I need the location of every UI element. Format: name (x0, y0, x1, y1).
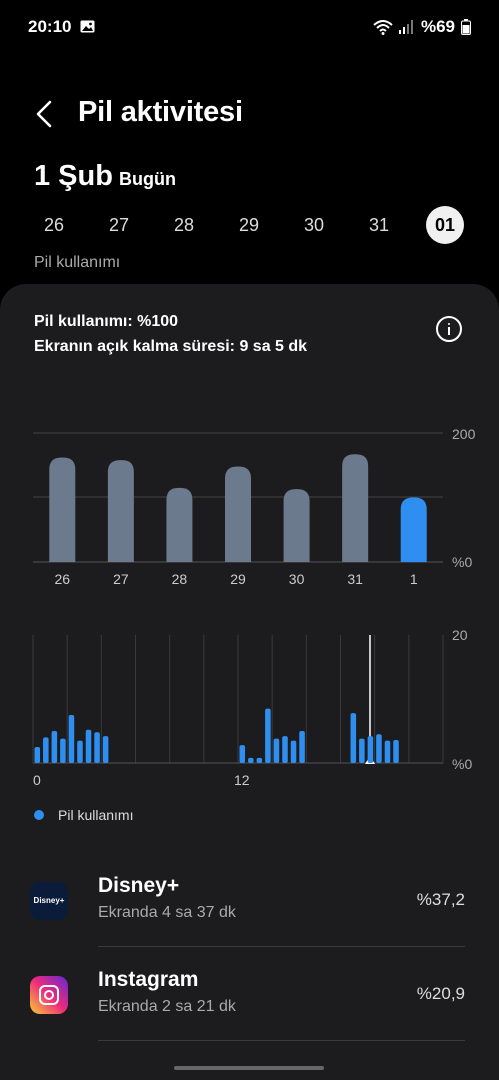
app-screen-time: Ekranda 4 sa 37 dk (98, 904, 236, 921)
status-bar: 20:10 %69 (0, 0, 499, 56)
hourly-x-label-0: 0 (33, 772, 41, 788)
daily-usage-chart: 200 %0 26 27 28 29 30 31 1 (33, 426, 476, 587)
selected-date: 1 Şub Bugün (34, 160, 176, 193)
date-label: 1 Şub (34, 160, 113, 192)
daily-bar-28[interactable] (166, 487, 193, 562)
daily-bar-1[interactable] (400, 497, 427, 563)
battery-icon (461, 19, 471, 35)
usage-summary: Pil kullanımı: %100 (34, 313, 179, 330)
day-30[interactable]: 30 (303, 215, 325, 235)
hourly-x-label-12: 12 (234, 772, 250, 788)
hourly-y-tick-bottom: %0 (452, 756, 472, 772)
daily-bar-29[interactable] (225, 466, 251, 562)
hourly-bar (34, 747, 41, 763)
day-29[interactable]: 29 (238, 215, 260, 235)
hourly-bar (102, 736, 109, 763)
day-28[interactable]: 28 (173, 215, 195, 235)
hourly-bar (290, 740, 297, 763)
hourly-bar (51, 731, 58, 763)
day-26[interactable]: 26 (43, 215, 65, 235)
hourly-bar (77, 740, 83, 763)
daily-bar-31[interactable] (342, 454, 369, 562)
hourly-bar (68, 715, 75, 763)
battery-percent: %69 (420, 17, 455, 36)
day-27[interactable]: 27 (108, 215, 130, 235)
instagram-icon (30, 976, 68, 1014)
hourly-y-tick-top: 20 (452, 627, 468, 643)
info-icon[interactable] (436, 316, 462, 342)
chart-legend: Pil kullanımı (34, 807, 133, 823)
hourly-bar (393, 739, 399, 763)
hourly-bar (282, 736, 288, 763)
hourly-usage-chart: 20 %0 0 12 (32, 627, 472, 788)
app-row-instagram[interactable]: Instagram Ekranda 2 sa 21 dk %20,9 (0, 956, 499, 1044)
day-01-selected[interactable]: 01 (426, 206, 464, 244)
y-tick-bottom: %0 (452, 554, 472, 570)
daily-x-label: 28 (172, 571, 188, 587)
hourly-bar (43, 737, 49, 763)
hourly-bar (299, 731, 305, 763)
daily-bar-30[interactable] (283, 489, 310, 562)
status-right: %69 (373, 17, 471, 37)
hourly-bar (376, 734, 382, 763)
daily-x-label: 26 (54, 571, 70, 587)
daily-x-label: 1 (410, 571, 418, 587)
section-label: Pil kullanımı (34, 254, 121, 271)
hourly-bar (265, 708, 271, 763)
legend-dot (34, 810, 44, 820)
page-title: Pil aktivitesi (78, 96, 243, 128)
back-arrow-icon[interactable] (30, 96, 60, 132)
daily-bar-26[interactable] (49, 457, 76, 562)
daily-x-label: 30 (289, 571, 305, 587)
daily-x-label: 27 (113, 571, 129, 587)
app-name: Disney+ (98, 874, 180, 897)
hourly-bar (60, 738, 66, 763)
day-selector: 26 27 28 29 30 31 01 (0, 206, 499, 244)
hourly-bar (85, 729, 92, 763)
hourly-bar (256, 757, 263, 763)
date-today-label: Bugün (118, 169, 176, 189)
signal-icon (398, 20, 413, 34)
screen-time-summary: Ekranın açık kalma süresi: 9 sa 5 dk (34, 338, 308, 355)
navigation-handle[interactable] (174, 1066, 324, 1070)
day-31[interactable]: 31 (368, 215, 390, 235)
image-notification-icon (80, 20, 95, 33)
usage-card (0, 284, 499, 1080)
hourly-bar (350, 713, 357, 763)
app-divider (98, 1040, 465, 1041)
daily-x-label: 29 (230, 571, 246, 587)
header: Pil aktivitesi (0, 86, 499, 142)
disney-plus-icon: Disney+ (30, 882, 68, 920)
daily-x-label: 31 (347, 571, 363, 587)
app-name: Instagram (98, 968, 199, 991)
legend-label: Pil kullanımı (58, 807, 134, 823)
hourly-bar (273, 738, 280, 763)
status-time: 20:10 (28, 17, 72, 36)
hourly-bar (384, 740, 391, 763)
hourly-bar (359, 738, 365, 763)
app-usage-percent: %37,2 (416, 890, 465, 909)
app-usage-percent: %20,9 (416, 984, 465, 1003)
hourly-bar (248, 757, 254, 763)
hourly-bar (94, 732, 100, 763)
daily-bar-27[interactable] (107, 460, 134, 562)
app-screen-time: Ekranda 2 sa 21 dk (98, 998, 236, 1015)
hourly-bar (239, 745, 246, 763)
y-tick-top: 200 (452, 426, 476, 442)
app-row-disney[interactable]: Disney+ Disney+ Ekranda 4 sa 37 dk %37,2 (0, 862, 499, 950)
wifi-icon (373, 20, 393, 35)
hourly-bar (367, 736, 374, 763)
app-divider (98, 946, 465, 947)
